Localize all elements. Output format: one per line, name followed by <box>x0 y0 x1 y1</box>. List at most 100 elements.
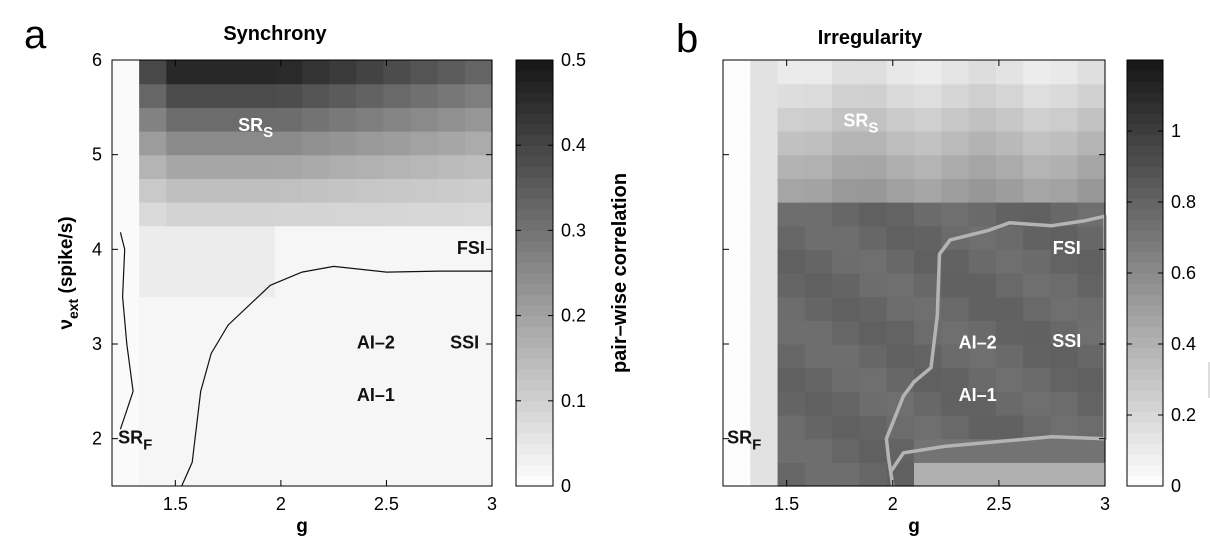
panel-b-heatmap-cell <box>968 273 997 298</box>
panel-a-heatmap-cell <box>166 131 195 156</box>
panel-a-x-tick-label: 1.5 <box>163 494 188 514</box>
panel-a-heatmap-cell <box>383 83 412 108</box>
panel-a-heatmap-cell <box>112 225 140 250</box>
panel-a-heatmap-cell <box>247 391 276 416</box>
panel-a-colorbar-swatch <box>516 134 553 146</box>
panel-b-annotations: SRS FSI AI–2 SSI AI–1 SRF <box>727 110 1081 453</box>
panel-b-heatmap-cell <box>886 202 915 227</box>
panel-b-heatmap-cell <box>914 462 942 487</box>
panel-a-heatmap-cell <box>274 249 303 274</box>
panel-a-heatmap-cell <box>112 202 140 227</box>
panel-a-heatmap-cell <box>329 320 357 345</box>
panel-b-heatmap-cell <box>832 60 861 85</box>
panel-a-heatmap-cell <box>383 273 412 298</box>
panel-a-heatmap-cell <box>464 202 493 227</box>
panel-b-x-tick-label: 2.5 <box>986 494 1011 514</box>
panel-b-heatmap-cell <box>1023 107 1052 132</box>
panel-a-colorbar-swatch <box>516 70 553 82</box>
panel-b-heatmap-cell <box>1050 344 1079 369</box>
panel-a-heatmap-cell <box>247 296 276 321</box>
panel-b-heatmap-cell <box>750 438 779 463</box>
panel-a-heatmap-cell <box>220 391 249 416</box>
panel-a-colorbar-swatch <box>516 91 553 104</box>
panel-b-heatmap-cell <box>1077 273 1106 298</box>
panel-b-colorbar-swatch <box>1127 209 1163 221</box>
panel-a-y-tick-label: 2 <box>92 429 102 449</box>
panel-b-heatmap-cell <box>1023 320 1052 345</box>
panel-b-heatmap-cell <box>995 273 1024 298</box>
panel-b-heatmap-cell <box>914 344 942 369</box>
panel-a-heatmap-cell <box>274 391 303 416</box>
panel-b-heatmap-cell <box>914 415 942 440</box>
panel-a-heatmap-cell <box>464 154 493 179</box>
panel-a-heatmap-cell <box>302 296 330 321</box>
panel-a-heatmap-cell <box>247 225 276 250</box>
panel-a-heatmap-cell <box>139 202 167 227</box>
panel-b-heatmap-cell <box>750 107 779 132</box>
panel-a-heatmap-cell <box>274 60 303 85</box>
panel-a-heatmap-cell <box>193 391 222 416</box>
panel-a-colorbar-swatch <box>516 475 553 487</box>
panel-a-heatmap-cell <box>410 249 439 274</box>
panel-a-heatmap-cell <box>410 178 439 203</box>
panel-a-heatmap-cell <box>166 438 195 463</box>
panel-b-heatmap-cell <box>723 131 751 156</box>
panel-a-heatmap-cell <box>220 320 249 345</box>
panel-a-colorbar-swatch <box>516 443 553 455</box>
panel-b-heatmap-cell <box>968 296 997 321</box>
panel-b-heatmap-cell <box>1023 344 1052 369</box>
panel-b-heatmap-cell <box>941 367 970 392</box>
panel-b-heatmap-cell <box>914 178 942 203</box>
panel-b-colorbar-swatch <box>1127 283 1163 295</box>
panel-a-heatmap-cell <box>139 462 167 487</box>
panel-a-colorbar-tick-label: 0.5 <box>561 50 586 70</box>
panel-b-heatmap-cell <box>995 178 1024 203</box>
panel-a-y-tick-label: 6 <box>92 50 102 70</box>
panel-b-heatmap-cell <box>1023 154 1052 179</box>
panel-b-heatmap-cell <box>777 202 806 227</box>
panel-a-heatmap-cell <box>166 60 195 85</box>
panel-a-heatmap-cell <box>329 131 357 156</box>
panel-b-heatmap-cell <box>1050 367 1079 392</box>
panel-b-heatmap-cell <box>1050 296 1079 321</box>
panel-b-colorbar-tick-label: 0.6 <box>1171 263 1196 283</box>
panel-b-heatmap-cell <box>941 154 970 179</box>
panel-b-heatmap-cell <box>914 83 942 108</box>
panel-b: b Irregularity 1.5 2 2.5 3 g SRS FSI AI–2 SSI A… <box>676 17 1210 537</box>
panel-a-colorbar-frame <box>515 59 554 487</box>
panel-b-colorbar-swatch <box>1127 443 1163 455</box>
panel-b-colorbar-swatch <box>1127 379 1163 391</box>
panel-a-heatmap-cell <box>166 273 195 298</box>
panel-b-heatmap-cell <box>1050 60 1079 85</box>
panel-b-x-tick-label: 2 <box>888 494 898 514</box>
panel-b-heatmap-cell <box>968 154 997 179</box>
panel-a-x-tick-label: 2.5 <box>374 494 399 514</box>
panel-b-colorbar-swatch <box>1127 273 1163 285</box>
panel-a-colorbar-swatch <box>516 326 553 338</box>
panel-a-heatmap-cell <box>437 154 466 179</box>
panel-a-heatmap-cell <box>220 296 249 321</box>
panel-a-heatmap-cell <box>356 225 385 250</box>
panel-a-heatmap-cell <box>166 367 195 392</box>
panel-b-x-tick-label: 1.5 <box>774 494 799 514</box>
panel-b-heatmap-cell <box>832 296 861 321</box>
panel-b-region-label: FSI <box>1053 238 1081 258</box>
panel-a-heatmap-cell <box>356 154 385 179</box>
panel-a-heatmap-cell <box>356 273 385 298</box>
panel-a-colorbar-swatch <box>516 177 553 189</box>
panel-b-heatmap-cell <box>777 154 806 179</box>
panel-a-heatmap-cell <box>193 154 222 179</box>
panel-a-heatmap-cell <box>329 249 357 274</box>
panel-a-colorbar-swatch <box>516 187 553 200</box>
panel-a-heatmap-cell <box>437 391 466 416</box>
panel-a-colorbar-swatch <box>516 166 553 178</box>
panel-a-heatmap-cell <box>410 320 439 345</box>
panel-a-heatmap-cell <box>329 154 357 179</box>
panel-a-heatmap-cell <box>437 83 466 108</box>
panel-b-heatmap-cell <box>1077 83 1106 108</box>
panel-a-heatmap-cell <box>464 273 493 298</box>
panel-b-heatmap-cell <box>804 154 833 179</box>
panel-a-heatmap-cell <box>247 131 276 156</box>
panel-b-heatmap-cell <box>886 154 915 179</box>
panel-b-heatmap-cell <box>723 60 751 85</box>
